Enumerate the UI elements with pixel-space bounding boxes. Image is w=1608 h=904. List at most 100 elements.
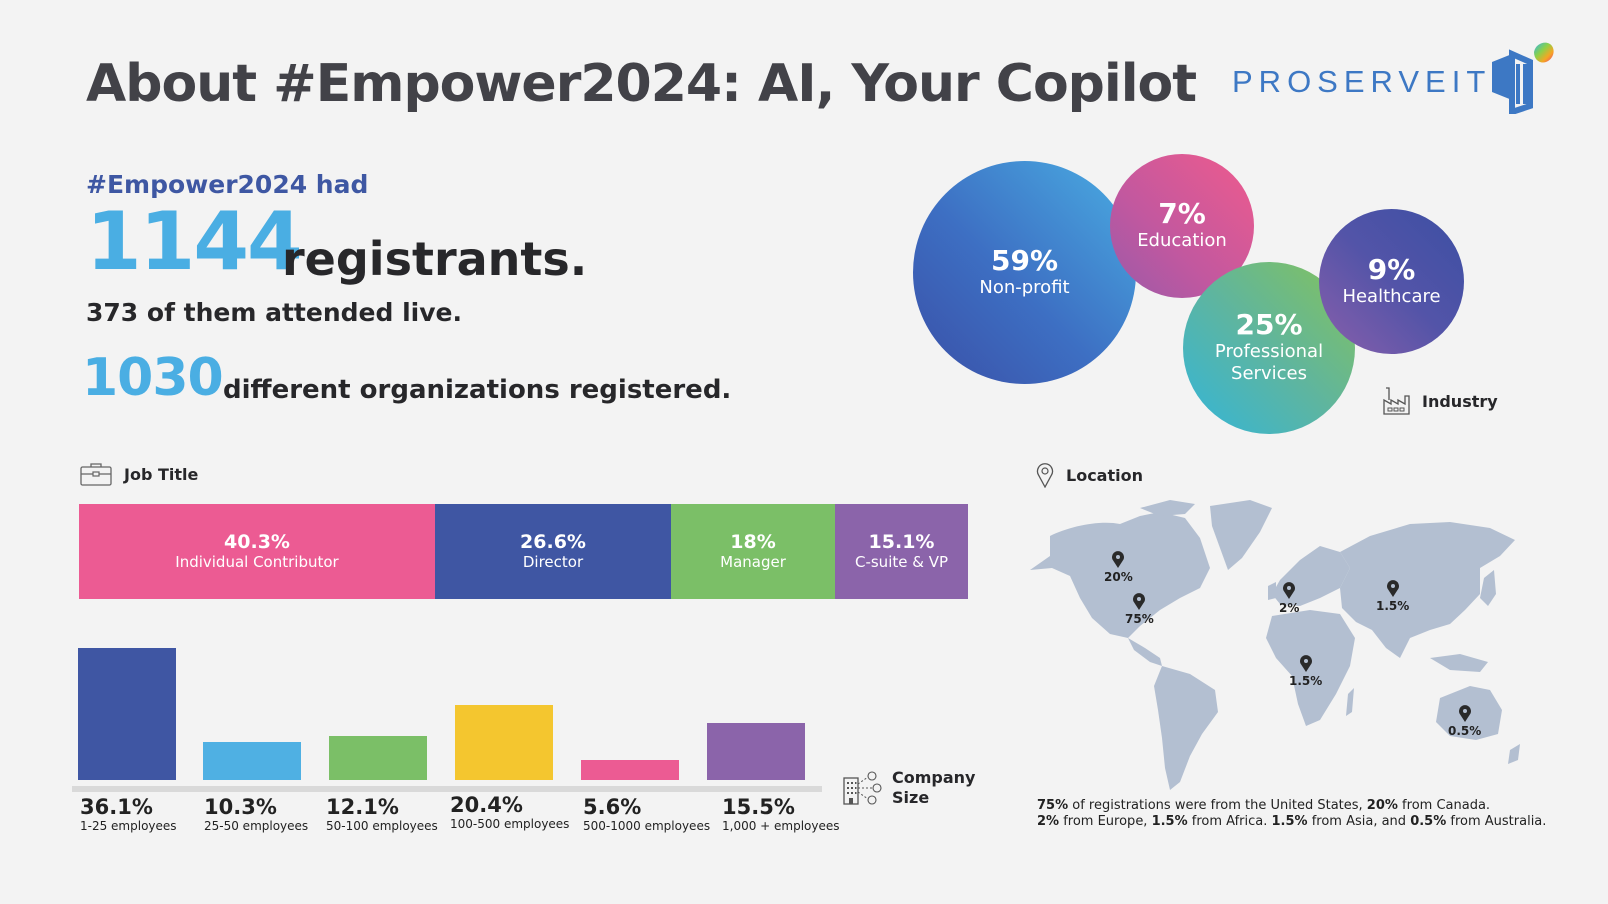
segment-label: C-suite & VP [854, 552, 949, 571]
brand-logo-text: PROSERVEIT [1232, 64, 1492, 99]
industry-pct: 9% [1367, 252, 1416, 286]
stats-intro: #Empower2024 had [86, 170, 369, 199]
segment-pct: 40.3% [224, 530, 290, 553]
bar-100-500 [455, 705, 553, 780]
caption-text: of registrations were from the United St… [1068, 798, 1367, 813]
industry-pct: 59% [990, 243, 1059, 277]
company-size-heading-line2: Size [892, 788, 930, 807]
organizations-label: different organizations registered. [223, 375, 732, 405]
registrants-count: 1144 [86, 195, 303, 288]
bar-label-500-1000: 5.6% 500-1000 employees [583, 795, 711, 834]
bar-category: 100-500 employees [450, 817, 570, 832]
job-title-stacked-bar: 40.3% Individual Contributor 26.6% Direc… [79, 504, 968, 599]
segment-label: Director [522, 552, 584, 571]
bar-category: 500-1000 employees [583, 819, 711, 834]
company-size-section-label: Company Size [842, 768, 975, 808]
industry-label-line2: Services [1231, 363, 1307, 385]
segment-pct: 18% [730, 530, 776, 553]
caption-line-2: 2% from Europe, 1.5% from Africa. 1.5% f… [1037, 814, 1546, 830]
caption-text: from Africa. [1187, 814, 1272, 830]
bar-50-100 [329, 736, 427, 780]
bar-label-100-500: 20.4% 100-500 employees [450, 793, 570, 832]
registrants-label: registrants. [282, 232, 588, 286]
attended-live-text: 373 of them attended live. [86, 298, 462, 327]
job-segment-csuite-vp: 15.1% C-suite & VP [835, 504, 968, 599]
caption-bold: 0.5% [1410, 814, 1447, 830]
location-heading: Location [1066, 465, 1143, 485]
bar-25-50 [203, 742, 301, 780]
bar-pct: 20.4% [450, 793, 523, 817]
caption-line-1: 75% of registrations were from the Unite… [1037, 798, 1546, 814]
map-pin-asia: 1.5% [1376, 580, 1409, 613]
map-pin-icon [1458, 705, 1471, 722]
bar-label-1-25: 36.1% 1-25 employees [80, 795, 177, 834]
map-pin-europe: 2% [1279, 582, 1299, 615]
location-section-label: Location [1036, 462, 1143, 488]
caption-bold: 20% [1366, 798, 1398, 813]
bar-baseline [72, 786, 822, 792]
industry-label: Non-profit [979, 276, 1070, 298]
map-pin-icon [1133, 593, 1146, 610]
industry-label: Education [1137, 230, 1227, 252]
map-pin-canada: 20% [1104, 551, 1133, 584]
location-pin-outline-icon [1036, 463, 1054, 488]
job-title-section-label: Job Title [80, 462, 198, 486]
segment-pct: 15.1% [868, 530, 935, 553]
bar-label-50-100: 12.1% 50-100 employees [326, 795, 438, 834]
industry-section-label: Industry [1382, 386, 1498, 416]
job-segment-director: 26.6% Director [435, 504, 671, 599]
industry-heading: Industry [1422, 391, 1498, 411]
map-pin-icon [1283, 582, 1296, 599]
segment-pct: 26.6% [520, 530, 586, 553]
job-segment-manager: 18% Manager [671, 504, 835, 599]
pin-value: 1.5% [1289, 674, 1323, 688]
page-title: About #Empower2024: AI, Your Copilot [86, 54, 1197, 114]
industry-label: Healthcare [1342, 285, 1441, 307]
company-size-heading: Company Size [892, 768, 975, 808]
building-network-icon [843, 771, 882, 805]
brand-logo-icon [1492, 42, 1554, 114]
pin-value: 2% [1279, 601, 1300, 615]
bar-category: 50-100 employees [326, 819, 438, 834]
industry-pct: 7% [1158, 197, 1206, 231]
segment-label: Manager [720, 552, 786, 571]
map-pin-icon [1299, 655, 1312, 672]
pin-value: 1.5% [1376, 599, 1410, 613]
briefcase-icon [80, 463, 112, 486]
caption-bold: 2% [1037, 814, 1060, 830]
bar-pct: 12.1% [326, 795, 399, 819]
industry-pct: 25% [1235, 308, 1303, 342]
organizations-count: 1030 [82, 348, 224, 408]
bar-label-1000-plus: 15.5% 1,000 + employees [722, 795, 840, 834]
caption-text: from Australia. [1446, 814, 1547, 830]
bar-category: 1,000 + employees [722, 819, 840, 834]
pin-value: 75% [1125, 612, 1154, 626]
bar-pct: 5.6% [583, 795, 642, 819]
pin-value: 20% [1104, 570, 1133, 584]
job-segment-individual-contributor: 40.3% Individual Contributor [79, 504, 435, 599]
caption-text: from Canada. [1397, 798, 1491, 813]
factory-icon [1383, 387, 1410, 415]
location-caption: 75% of registrations were from the Unite… [1037, 798, 1546, 831]
segment-label: Individual Contributor [175, 552, 339, 571]
caption-text: from Asia, and [1307, 814, 1411, 830]
map-pin-united-states: 75% [1125, 593, 1154, 626]
bar-500-1000 [581, 760, 679, 780]
industry-bubble-education: 7% Education [1110, 154, 1254, 298]
bar-pct: 36.1% [80, 795, 153, 819]
caption-bold: 75% [1037, 798, 1069, 813]
bar-pct: 10.3% [204, 795, 277, 819]
bar-category: 25-50 employees [204, 819, 309, 834]
pin-value: 0.5% [1448, 724, 1482, 738]
bar-category: 1-25 employees [80, 819, 177, 834]
industry-label: Professional [1214, 340, 1324, 362]
caption-bold: 1.5% [1271, 814, 1308, 830]
job-title-heading: Job Title [124, 464, 199, 484]
bar-label-25-50: 10.3% 25-50 employees [204, 795, 309, 834]
industry-bubble-nonprofit: 59% Non-profit [913, 161, 1136, 384]
map-pin-icon [1386, 580, 1399, 597]
bar-pct: 15.5% [722, 795, 795, 819]
company-size-heading-line1: Company [892, 768, 976, 787]
industry-bubble-healthcare: 9% Healthcare [1319, 209, 1464, 354]
map-pin-africa: 1.5% [1289, 655, 1322, 688]
